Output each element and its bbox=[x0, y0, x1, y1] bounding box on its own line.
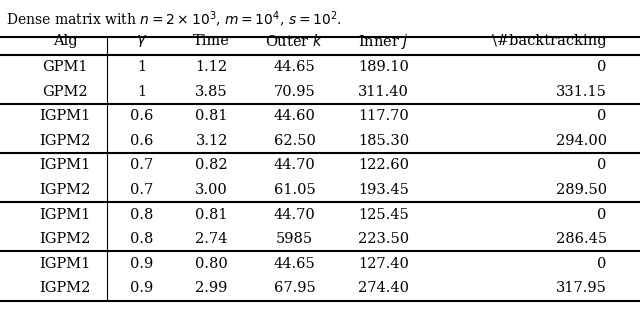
Text: 0.9: 0.9 bbox=[130, 257, 153, 271]
Text: 44.65: 44.65 bbox=[274, 60, 316, 74]
Text: $\gamma$: $\gamma$ bbox=[136, 33, 147, 49]
Text: 0.82: 0.82 bbox=[195, 158, 228, 172]
Text: IGPM1: IGPM1 bbox=[40, 257, 91, 271]
Text: 0: 0 bbox=[597, 257, 607, 271]
Text: 317.95: 317.95 bbox=[556, 281, 607, 295]
Text: 5985: 5985 bbox=[276, 232, 313, 246]
Text: 70.95: 70.95 bbox=[274, 85, 316, 99]
Text: \#backtracking: \#backtracking bbox=[492, 34, 607, 48]
Text: 0.7: 0.7 bbox=[130, 183, 153, 197]
Text: 0.8: 0.8 bbox=[130, 232, 153, 246]
Text: 0: 0 bbox=[597, 208, 607, 222]
Text: 294.00: 294.00 bbox=[556, 134, 607, 148]
Text: GPM2: GPM2 bbox=[42, 85, 88, 99]
Text: 67.95: 67.95 bbox=[274, 281, 316, 295]
Text: GPM1: GPM1 bbox=[42, 60, 88, 74]
Text: 1: 1 bbox=[137, 85, 146, 99]
Text: 44.65: 44.65 bbox=[274, 257, 316, 271]
Text: 0.81: 0.81 bbox=[195, 208, 228, 222]
Text: 122.60: 122.60 bbox=[358, 158, 409, 172]
Text: 0: 0 bbox=[597, 158, 607, 172]
Text: 189.10: 189.10 bbox=[358, 60, 409, 74]
Text: 44.70: 44.70 bbox=[274, 208, 316, 222]
Text: 0: 0 bbox=[597, 109, 607, 123]
Text: 311.40: 311.40 bbox=[358, 85, 409, 99]
Text: 331.15: 331.15 bbox=[556, 85, 607, 99]
Text: 289.50: 289.50 bbox=[556, 183, 607, 197]
Text: 0: 0 bbox=[597, 60, 607, 74]
Text: Alg: Alg bbox=[52, 34, 77, 48]
Text: Dense matrix with $n = 2 \times 10^3$, $m = 10^4$, $s = 10^2$.: Dense matrix with $n = 2 \times 10^3$, $… bbox=[6, 10, 342, 30]
Text: 0.6: 0.6 bbox=[130, 109, 153, 123]
Text: 61.05: 61.05 bbox=[274, 183, 316, 197]
Text: IGPM1: IGPM1 bbox=[40, 109, 91, 123]
Text: 44.70: 44.70 bbox=[274, 158, 316, 172]
Text: IGPM2: IGPM2 bbox=[40, 232, 91, 246]
Text: 3.12: 3.12 bbox=[195, 134, 228, 148]
Text: 274.40: 274.40 bbox=[358, 281, 409, 295]
Text: 125.45: 125.45 bbox=[358, 208, 409, 222]
Text: 0.81: 0.81 bbox=[195, 109, 228, 123]
Text: 62.50: 62.50 bbox=[273, 134, 316, 148]
Text: 3.85: 3.85 bbox=[195, 85, 228, 99]
Text: Outer $k$: Outer $k$ bbox=[265, 33, 324, 49]
Text: 223.50: 223.50 bbox=[358, 232, 410, 246]
Text: IGPM2: IGPM2 bbox=[40, 281, 91, 295]
Text: 193.45: 193.45 bbox=[358, 183, 409, 197]
Text: 0.6: 0.6 bbox=[130, 134, 153, 148]
Text: Inner $j$: Inner $j$ bbox=[358, 32, 409, 51]
Text: Time: Time bbox=[193, 34, 230, 48]
Text: 0.9: 0.9 bbox=[130, 281, 153, 295]
Text: IGPM1: IGPM1 bbox=[40, 158, 91, 172]
Text: 127.40: 127.40 bbox=[358, 257, 409, 271]
Text: 0.80: 0.80 bbox=[195, 257, 228, 271]
Text: 2.74: 2.74 bbox=[195, 232, 228, 246]
Text: IGPM2: IGPM2 bbox=[40, 183, 91, 197]
Text: 1: 1 bbox=[137, 60, 146, 74]
Text: 0.8: 0.8 bbox=[130, 208, 153, 222]
Text: 117.70: 117.70 bbox=[358, 109, 409, 123]
Text: 44.60: 44.60 bbox=[273, 109, 316, 123]
Text: IGPM2: IGPM2 bbox=[40, 134, 91, 148]
Text: IGPM1: IGPM1 bbox=[40, 208, 91, 222]
Text: 185.30: 185.30 bbox=[358, 134, 410, 148]
Text: 3.00: 3.00 bbox=[195, 183, 228, 197]
Text: 0.7: 0.7 bbox=[130, 158, 153, 172]
Text: 1.12: 1.12 bbox=[196, 60, 228, 74]
Text: 2.99: 2.99 bbox=[195, 281, 228, 295]
Text: 286.45: 286.45 bbox=[556, 232, 607, 246]
